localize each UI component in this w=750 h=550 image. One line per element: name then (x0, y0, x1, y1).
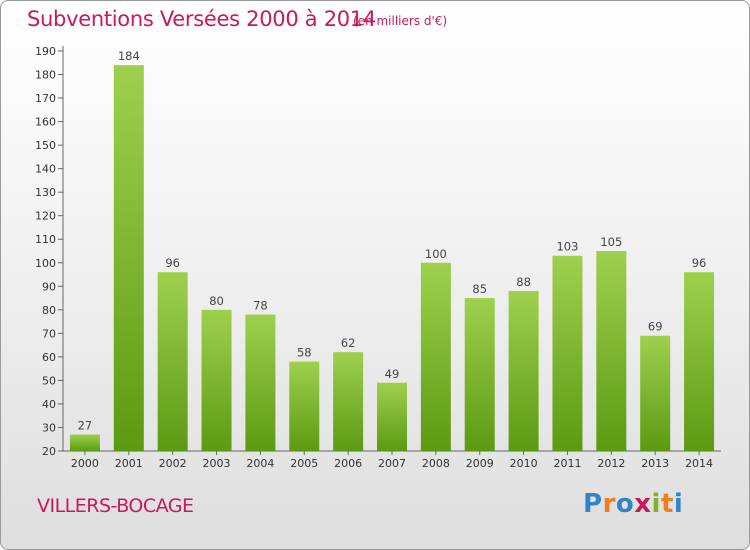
bar-2007 (377, 382, 407, 451)
x-tick-label: 2006 (334, 457, 362, 470)
data-label-2005: 58 (297, 346, 312, 360)
x-tick-label: 2000 (71, 457, 99, 470)
bar-2009 (464, 298, 495, 451)
logo-letter: r (602, 489, 616, 519)
data-label-2010: 88 (516, 275, 531, 289)
x-tick-label: 2013 (641, 457, 669, 470)
x-tick-label: 2003 (203, 457, 231, 470)
logo-letter: i (651, 489, 661, 519)
x-tick-label: 2014 (685, 457, 713, 470)
bar-2012 (596, 251, 627, 451)
y-tick-label: 190 (35, 45, 56, 58)
proxiti-logo[interactable]: Proxiti (583, 489, 683, 519)
x-tick-label: 2011 (553, 457, 581, 470)
logo-letter: x (634, 489, 652, 519)
chart-subtitle: (en milliers d'€) (353, 14, 448, 28)
y-tick-label: 90 (42, 280, 56, 293)
x-tick-label: 2009 (466, 457, 494, 470)
x-tick-label: 2008 (422, 457, 450, 470)
y-tick-label: 50 (42, 374, 56, 387)
logo-letter: t (660, 489, 674, 519)
logo-letter: P (583, 489, 603, 519)
bar-2005 (289, 361, 320, 451)
data-label-2000: 27 (78, 419, 93, 433)
y-tick-label: 40 (42, 398, 56, 411)
data-label-2012: 105 (600, 235, 622, 249)
y-tick-label: 60 (42, 351, 56, 364)
x-tick-label: 2010 (510, 457, 538, 470)
y-tick-label: 170 (35, 92, 56, 105)
place-name: VILLERS-BOCAGE (37, 495, 194, 517)
data-label-2006: 62 (341, 336, 356, 350)
y-tick-label: 130 (35, 186, 56, 199)
y-tick-label: 30 (42, 421, 56, 434)
data-label-2007: 49 (385, 367, 400, 381)
y-tick-label: 80 (42, 304, 56, 317)
bar-2011 (552, 255, 583, 451)
x-tick-label: 2012 (597, 457, 625, 470)
bar-2003 (201, 309, 232, 451)
data-label-2009: 85 (472, 282, 487, 296)
bar-2008 (420, 262, 451, 451)
bar-2002 (157, 272, 188, 451)
bar-2001 (113, 65, 144, 451)
x-tick-label: 2004 (246, 457, 274, 470)
x-tick-label: 2005 (290, 457, 318, 470)
axes: 20 30 40 50 60 70 80 90 100 110 120 130 140 150 160 170… (35, 45, 721, 470)
bar-2010 (508, 291, 539, 451)
data-labels: 27 184 96 80 78 58 62 49 100 85 88 103 105 69 96 (78, 49, 707, 432)
y-tick-label: 110 (35, 233, 56, 246)
data-label-2011: 103 (556, 240, 578, 254)
y-tick-label: 70 (42, 327, 56, 340)
y-tick-label: 160 (35, 116, 56, 129)
data-label-2001: 184 (118, 49, 140, 63)
bar-2006 (333, 352, 364, 451)
x-tick-label: 2007 (378, 457, 406, 470)
bar-2014 (684, 272, 715, 451)
data-label-2013: 69 (648, 320, 663, 334)
bar-2000 (69, 434, 100, 451)
logo-letter: i (673, 489, 684, 519)
y-tick-label: 140 (35, 163, 56, 176)
data-label-2004: 78 (253, 299, 268, 313)
logo-letter: o (615, 489, 635, 519)
x-tick-label: 2001 (115, 457, 143, 470)
bar-2004 (245, 314, 276, 451)
x-tick-label: 2002 (159, 457, 187, 470)
data-label-2008: 100 (425, 247, 447, 261)
y-tick-label: 150 (35, 139, 56, 152)
y-tick-label: 100 (35, 257, 56, 270)
data-label-2014: 96 (692, 256, 707, 270)
chart-title: Subventions Versées 2000 à 2014 (27, 7, 376, 31)
data-label-2003: 80 (209, 294, 224, 308)
y-tick-label: 120 (35, 210, 56, 223)
y-tick-label: 180 (35, 69, 56, 82)
data-label-2002: 96 (165, 256, 180, 270)
y-tick-label: 20 (42, 445, 56, 458)
bar-2013 (640, 335, 671, 451)
bars (69, 65, 715, 451)
